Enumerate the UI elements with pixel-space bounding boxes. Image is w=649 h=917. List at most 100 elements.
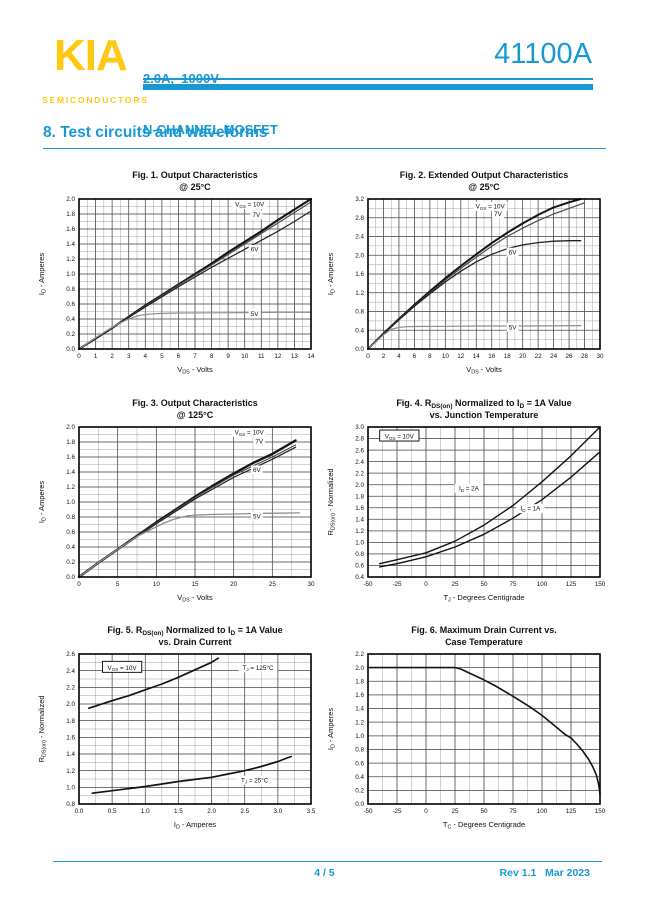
svg-text:8: 8 [428,353,432,360]
svg-text:VGS = 10V: VGS = 10V [108,665,138,672]
svg-text:1.2: 1.2 [355,719,364,726]
header-rule-thin [143,78,593,80]
svg-text:Fig. 2. Extended Output Charac: Fig. 2. Extended Output Characteristics [400,170,569,180]
svg-text:VDS - Volts: VDS - Volts [177,593,213,604]
svg-text:2.2: 2.2 [355,651,364,658]
svg-text:125: 125 [566,581,577,588]
svg-text:VGS = 10V: VGS = 10V [235,202,265,209]
svg-text:0.8: 0.8 [355,309,364,316]
svg-text:10: 10 [153,581,161,588]
svg-text:1.5: 1.5 [174,808,183,815]
svg-text:6V: 6V [509,249,518,256]
svg-text:50: 50 [480,808,488,815]
svg-text:5: 5 [160,353,164,360]
svg-text:Case Temperature: Case Temperature [445,637,523,647]
svg-text:vs. Drain Current: vs. Drain Current [158,637,231,647]
revision-info: Rev 1.1 Mar 2023 [499,867,590,879]
svg-text:12: 12 [457,353,465,360]
svg-text:7V: 7V [494,211,503,218]
svg-text:5V: 5V [509,324,518,331]
svg-text:Fig. 5. RDS(on) Normalized to: Fig. 5. RDS(on) Normalized to ID = 1A Va… [107,625,282,637]
svg-text:1.2: 1.2 [355,290,364,297]
svg-text:25: 25 [269,581,277,588]
svg-text:2.8: 2.8 [355,215,364,222]
svg-text:3.5: 3.5 [307,808,316,815]
svg-text:vs. Junction Temperature: vs. Junction Temperature [430,410,539,420]
svg-text:0.4: 0.4 [355,774,364,781]
svg-text:1.4: 1.4 [66,751,75,758]
svg-text:-25: -25 [392,808,402,815]
svg-text:VGS = 10V: VGS = 10V [235,430,265,437]
svg-text:1.4: 1.4 [355,517,364,524]
svg-text:2.0: 2.0 [207,808,216,815]
svg-text:0.2: 0.2 [66,331,75,338]
svg-text:75: 75 [509,808,517,815]
svg-text:3: 3 [127,353,131,360]
svg-text:2.2: 2.2 [355,470,364,477]
svg-text:25: 25 [451,808,459,815]
svg-text:0.8: 0.8 [66,286,75,293]
svg-text:1.8: 1.8 [355,493,364,500]
figure-6-max-drain-current-vs-case-temp: Fig. 6. Maximum Drain Current vs. Case Te… [322,622,612,840]
svg-text:7V: 7V [255,439,264,446]
figure-2-extended-output-characteristics: Fig. 2. Extended Output Characteristics @… [322,167,612,385]
svg-text:TC - Degrees Centigrade: TC - Degrees Centigrade [443,820,525,831]
svg-text:VGS = 10V: VGS = 10V [385,434,415,441]
page-number: 4 / 5 [314,867,335,879]
svg-text:0.0: 0.0 [355,801,364,808]
svg-text:TJ - Degrees Centigrade: TJ - Degrees Centigrade [443,593,524,604]
svg-text:VDS - Volts: VDS - Volts [177,365,213,376]
svg-text:ID - Amperes: ID - Amperes [326,253,337,296]
svg-text:1.0: 1.0 [66,271,75,278]
svg-text:3.0: 3.0 [273,808,282,815]
svg-text:0.2: 0.2 [355,788,364,795]
svg-text:2.6: 2.6 [66,651,75,658]
svg-text:ID - Amperes: ID - Amperes [37,481,48,524]
svg-text:RDS(on) - Normalized: RDS(on) - Normalized [37,695,48,762]
svg-text:28: 28 [581,353,589,360]
svg-text:2.4: 2.4 [355,234,364,241]
svg-text:0.6: 0.6 [66,301,75,308]
svg-text:0: 0 [366,353,370,360]
svg-text:2.4: 2.4 [355,459,364,466]
svg-text:30: 30 [596,353,604,360]
svg-text:25: 25 [451,581,459,588]
svg-text:2: 2 [382,353,386,360]
svg-text:9: 9 [226,353,230,360]
figure-1-output-characteristics-25c: Fig. 1. Output Characteristics @ 25°C VGS … [33,167,323,385]
svg-text:150: 150 [595,808,606,815]
svg-text:12: 12 [274,353,282,360]
svg-text:1.2: 1.2 [66,484,75,491]
svg-text:16: 16 [488,353,496,360]
svg-text:ID - Amperes: ID - Amperes [326,708,337,751]
svg-text:75: 75 [509,581,517,588]
svg-text:0: 0 [77,581,81,588]
figure-3-output-characteristics-125c: Fig. 3. Output Characteristics @ 125°C VGS… [33,395,323,613]
svg-text:6V: 6V [253,467,262,474]
svg-text:0.0: 0.0 [355,346,364,353]
svg-text:100: 100 [537,581,548,588]
part-type: N-CHANNEL MOSFET [143,122,278,137]
svg-text:2.5: 2.5 [240,808,249,815]
svg-text:@ 25°C: @ 25°C [468,182,500,192]
svg-text:ID - Amperes: ID - Amperes [174,820,217,831]
svg-text:-25: -25 [392,581,402,588]
svg-text:1.8: 1.8 [66,718,75,725]
kia-logo: KIA [54,31,128,80]
svg-text:1.0: 1.0 [355,733,364,740]
svg-text:0.4: 0.4 [66,544,75,551]
figure-4-rdson-vs-junction-temperature: Fig. 4. RDS(on) Normalized to ID = 1A Va… [322,395,612,613]
svg-text:0.5: 0.5 [108,808,117,815]
svg-text:0.4: 0.4 [355,327,364,334]
svg-text:TJ = 125°C: TJ = 125°C [243,664,274,672]
svg-text:0.6: 0.6 [66,529,75,536]
svg-text:0.8: 0.8 [355,747,364,754]
svg-text:2.6: 2.6 [355,447,364,454]
footer-rule [53,861,602,863]
header-rule-thick [143,84,593,90]
svg-text:1.2: 1.2 [355,528,364,535]
svg-text:ID - Amperes: ID - Amperes [37,253,48,296]
svg-text:1.8: 1.8 [66,439,75,446]
svg-text:5V: 5V [251,311,260,318]
